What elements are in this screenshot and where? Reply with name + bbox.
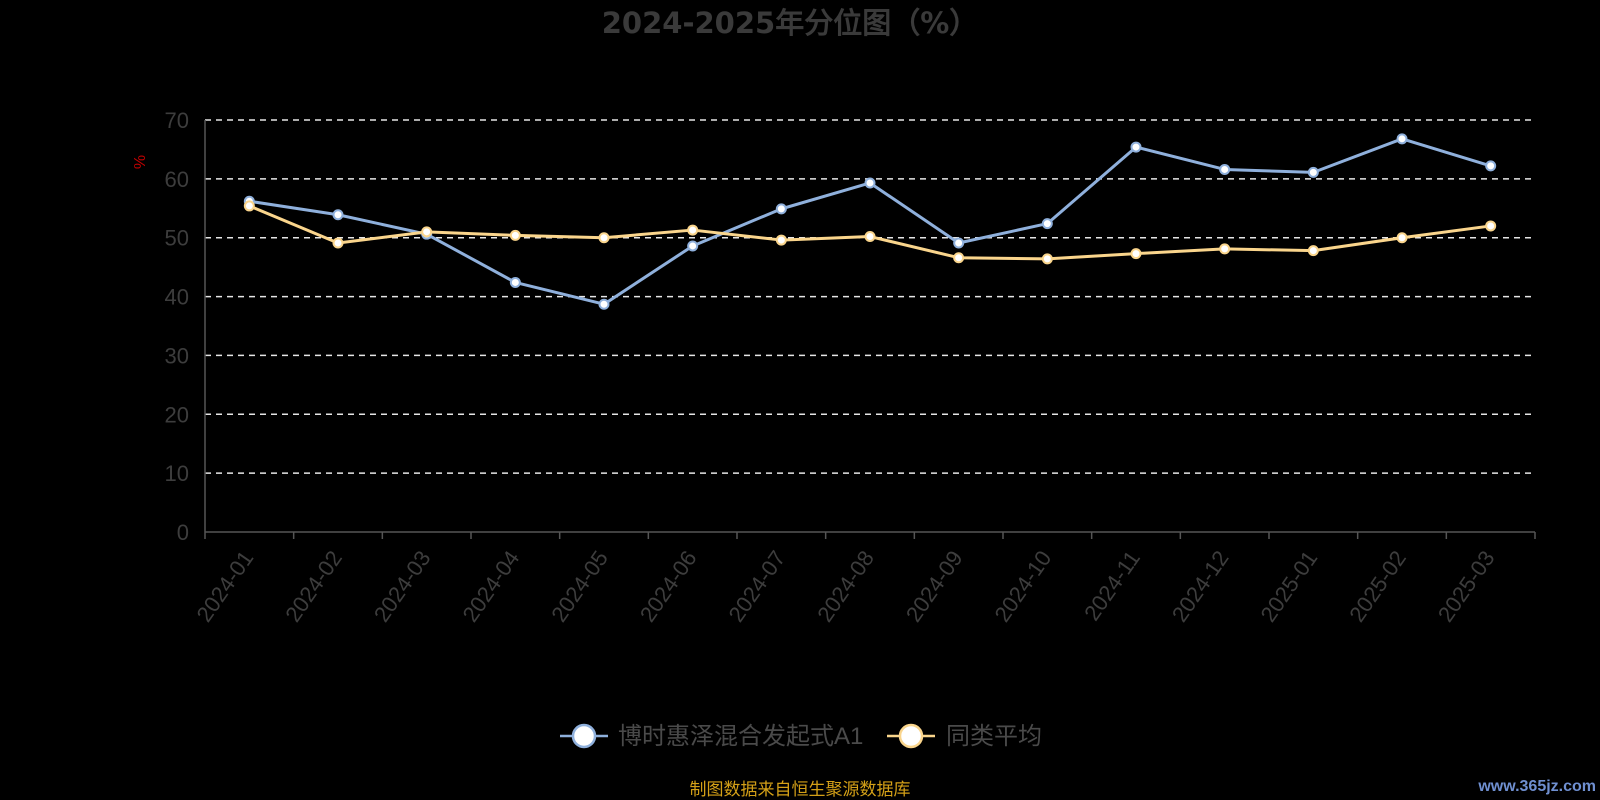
- y-tick-label: 60: [165, 167, 189, 192]
- x-tick-label: 2024-08: [812, 546, 879, 626]
- y-tick-label: 50: [165, 226, 189, 251]
- series-2-point[interactable]: [1307, 245, 1319, 257]
- legend-swatch-marker-series-1: [571, 723, 597, 749]
- series-1-point[interactable]: [1041, 218, 1053, 230]
- series-2-point[interactable]: [421, 226, 433, 238]
- watermark: www.365jz.com: [1477, 778, 1596, 795]
- x-tick-label: 2025-02: [1344, 546, 1411, 626]
- series-1-point[interactable]: [775, 203, 787, 215]
- y-tick-label: 70: [165, 108, 189, 133]
- x-tick-label: 2024-05: [546, 546, 613, 626]
- series-2-point[interactable]: [1219, 243, 1231, 255]
- series-2-point[interactable]: [509, 229, 521, 241]
- series-2-point[interactable]: [1130, 248, 1142, 260]
- series-1-point[interactable]: [1485, 160, 1497, 172]
- x-tick-label: 2025-03: [1433, 546, 1500, 626]
- legend-label-series-2: 同类平均: [946, 723, 1042, 750]
- series-2-point[interactable]: [332, 237, 344, 249]
- x-tick-label: 2024-01: [192, 546, 259, 626]
- legend[interactable]: 博时惠泽混合发起式A1 同类平均: [560, 723, 1042, 750]
- series-2-point[interactable]: [864, 231, 876, 243]
- y-tick-label: 40: [165, 285, 189, 310]
- series-2-point[interactable]: [775, 234, 787, 246]
- series-lines: [243, 133, 1497, 310]
- series-1-point[interactable]: [687, 240, 699, 252]
- x-tick-label: 2024-06: [635, 546, 702, 626]
- x-tick-label: 2024-12: [1167, 546, 1234, 626]
- series-2-point[interactable]: [598, 232, 610, 244]
- series-1-point[interactable]: [1307, 166, 1319, 178]
- grid-lines: [205, 119, 1535, 474]
- series-2-point[interactable]: [1485, 220, 1497, 232]
- x-tick-label: 2024-11: [1079, 546, 1145, 625]
- x-tick-label: 2024-09: [901, 546, 968, 626]
- series-1-point[interactable]: [1396, 133, 1408, 145]
- chart-title: 2024-2025年分位图（%）: [602, 6, 979, 40]
- axes: 0 10 20 30 40 50 60 70 2024-01 2024-02 2024-03 2024…: [165, 108, 1536, 626]
- x-tick-label: 2024-04: [458, 546, 525, 626]
- series-line-1: [249, 137, 1492, 306]
- series-1-point[interactable]: [1219, 163, 1231, 175]
- y-tick-label: 0: [177, 520, 189, 545]
- series-2-point[interactable]: [1041, 253, 1053, 265]
- series-1-point[interactable]: [953, 237, 965, 249]
- legend-item-series-2[interactable]: 同类平均: [887, 723, 1042, 750]
- y-tick-label: 10: [165, 461, 189, 486]
- legend-swatch-marker-series-2: [898, 723, 924, 749]
- source-note: 制图数据来自恒生聚源数据库: [690, 780, 911, 799]
- series-1-point[interactable]: [598, 298, 610, 310]
- series-2-point[interactable]: [953, 252, 965, 264]
- y-axis-label: %: [132, 155, 149, 169]
- y-tick-label: 20: [165, 402, 189, 427]
- series-2-point[interactable]: [243, 200, 255, 212]
- x-tick-label: 2024-10: [990, 546, 1057, 626]
- x-tick-label: 2024-07: [724, 546, 791, 626]
- y-tick-label: 30: [165, 343, 189, 368]
- series-2-point[interactable]: [687, 224, 699, 236]
- x-tick-label: 2024-02: [280, 546, 347, 626]
- x-tick-label: 2024-03: [369, 546, 436, 626]
- series-1-point[interactable]: [864, 177, 876, 189]
- legend-label-series-1: 博时惠泽混合发起式A1: [618, 723, 863, 750]
- series-1-point[interactable]: [509, 276, 521, 288]
- series-1-point[interactable]: [1130, 141, 1142, 153]
- series-1-point[interactable]: [332, 209, 344, 221]
- series-2-point[interactable]: [1396, 232, 1408, 244]
- x-tick-label: 2025-01: [1256, 546, 1323, 626]
- legend-item-series-1[interactable]: 博时惠泽混合发起式A1: [560, 723, 863, 750]
